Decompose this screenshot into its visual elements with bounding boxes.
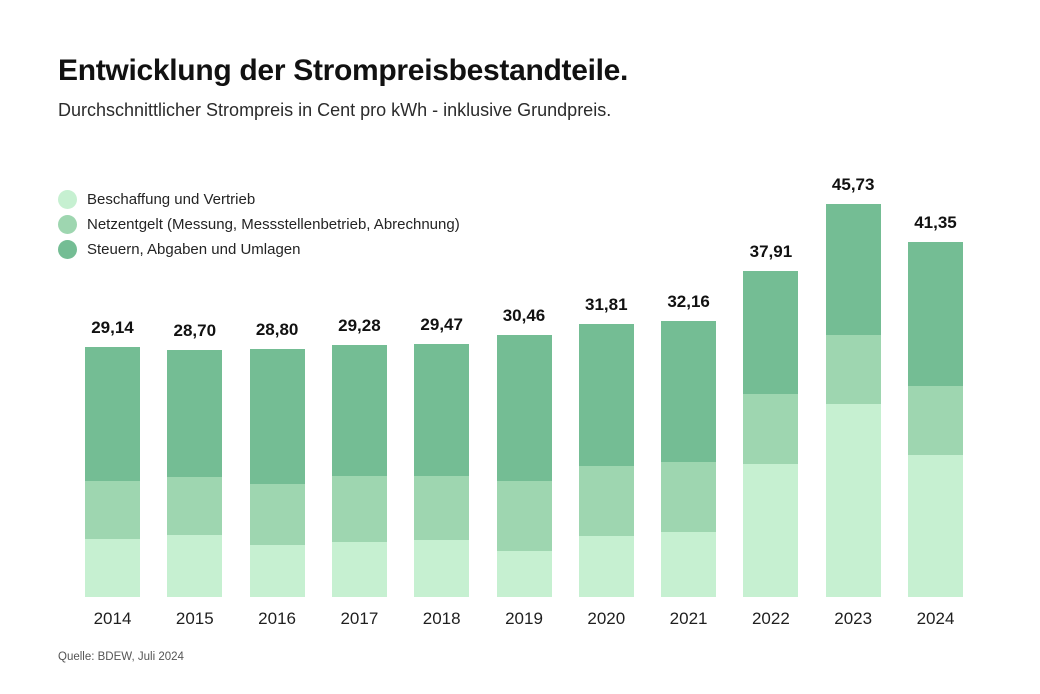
- bar-2017[interactable]: [331, 345, 387, 597]
- bar-2015[interactable]: [167, 350, 223, 597]
- bar-segment: [743, 394, 799, 464]
- bar-segment: [578, 323, 634, 467]
- bar-segment: [825, 404, 881, 597]
- bar-2018[interactable]: [414, 343, 470, 597]
- legend-item-steuern-abgaben-umlagen[interactable]: Steuern, Abgaben und Umlagen: [58, 238, 460, 260]
- bar-value-label: 41,35: [914, 212, 957, 232]
- bar-segment: [85, 539, 140, 597]
- bar-segment: [414, 540, 470, 597]
- bar-segment: [496, 335, 552, 481]
- bar-segment: [331, 541, 387, 597]
- bar-2014[interactable]: [85, 346, 140, 597]
- bar-segment: [908, 455, 963, 597]
- bar-segment: [661, 320, 717, 463]
- page-title: Entwicklung der Strompreisbestandteile.: [58, 54, 629, 87]
- x-axis-label-2022: 2022: [751, 609, 790, 628]
- x-axis-label-2024: 2024: [916, 609, 955, 628]
- bar-segment: [249, 545, 305, 597]
- legend-swatch-icon: [58, 214, 77, 234]
- bar-segment: [825, 204, 881, 335]
- bar-segment: [249, 483, 305, 546]
- bar-value-label: 28,80: [255, 320, 299, 340]
- bar-segment: [496, 480, 552, 551]
- legend-swatch-icon: [58, 239, 77, 259]
- bar-segment: [825, 334, 881, 405]
- source-note: Quelle: BDEW, Juli 2024: [58, 651, 184, 663]
- bar-segment: [331, 475, 387, 542]
- bar-segment: [85, 346, 140, 481]
- bar-segment: [85, 480, 140, 540]
- bar-value-label: 45,73: [831, 175, 875, 194]
- bar-segment: [167, 476, 223, 536]
- bar-segment: [908, 241, 963, 386]
- bar-segment: [743, 271, 799, 395]
- bar-segment: [743, 463, 799, 597]
- bar-segment: [578, 535, 634, 597]
- bar-segment: [578, 466, 634, 536]
- bar-value-label: 29,14: [91, 317, 134, 337]
- bar-2019[interactable]: [496, 335, 552, 597]
- bar-segment: [167, 350, 223, 477]
- bar-value-label: 30,46: [502, 306, 546, 326]
- page-subtitle: Durchschnittlicher Strompreis in Cent pr…: [58, 100, 612, 120]
- x-axis-label-2015: 2015: [175, 609, 214, 628]
- x-axis-label-2014: 2014: [93, 609, 132, 628]
- bar-value-label: 28,70: [173, 321, 217, 341]
- bar-segment: [661, 462, 717, 532]
- bar-segment: [167, 535, 223, 597]
- x-axis-label-2023: 2023: [834, 609, 873, 628]
- x-axis-label-2017: 2017: [340, 609, 379, 628]
- bar-2023[interactable]: [825, 204, 881, 597]
- legend-swatch-icon: [58, 189, 77, 209]
- legend-item-beschaffung-und-vertrieb[interactable]: Beschaffung und Vertrieb: [58, 188, 460, 210]
- bar-value-label: 29,28: [338, 316, 381, 336]
- bar-segment: [331, 345, 387, 476]
- bar-segment: [908, 385, 963, 456]
- legend-label: Steuern, Abgaben und Umlagen: [87, 240, 301, 258]
- bar-segment: [414, 475, 470, 541]
- x-axis-label-2016: 2016: [258, 609, 296, 628]
- bar-2022[interactable]: [743, 271, 799, 597]
- legend-label: Netzentgelt (Messung, Messstellenbetrieb…: [87, 215, 460, 233]
- bar-segment: [496, 550, 552, 597]
- bar-segment: [414, 343, 470, 476]
- bar-value-label: 37,91: [749, 242, 793, 262]
- x-axis-label-2018: 2018: [422, 609, 461, 628]
- x-axis-label-2020: 2020: [587, 609, 626, 628]
- bar-2024[interactable]: [908, 241, 963, 597]
- bar-value-label: 32,16: [667, 291, 710, 311]
- bar-value-label: 31,81: [585, 294, 628, 314]
- x-axis-label-2019: 2019: [505, 609, 543, 628]
- legend-label: Beschaffung und Vertrieb: [87, 190, 256, 208]
- bar-value-label: 29,47: [420, 314, 463, 334]
- bar-2020[interactable]: [578, 323, 634, 597]
- x-axis-label-2021: 2021: [669, 609, 708, 628]
- bar-2021[interactable]: [661, 320, 717, 597]
- bar-2016[interactable]: [249, 349, 305, 597]
- legend-item-netzentgelt[interactable]: Netzentgelt (Messung, Messstellenbetrieb…: [58, 213, 460, 235]
- bar-segment: [249, 349, 305, 484]
- chart-legend: Beschaffung und Vertrieb Netzentgelt (Me…: [58, 188, 460, 263]
- bar-segment: [661, 531, 717, 597]
